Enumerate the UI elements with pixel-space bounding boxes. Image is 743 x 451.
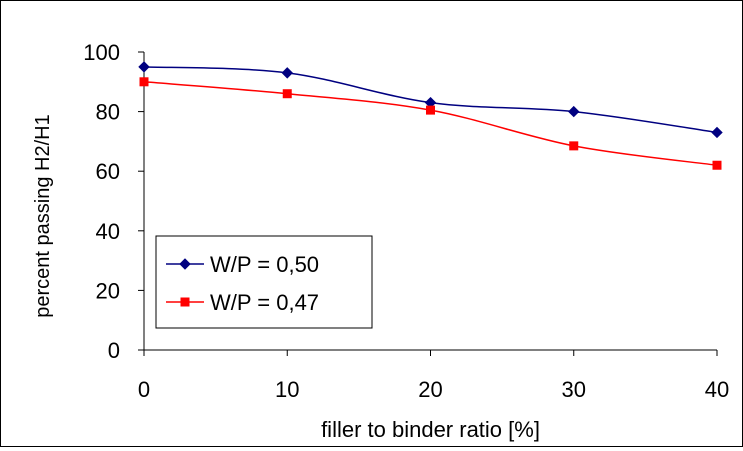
legend-box bbox=[155, 235, 373, 329]
diamond-marker bbox=[179, 258, 191, 270]
diamond-marker bbox=[568, 105, 580, 118]
legend: W/P = 0,50 W/P = 0,47 bbox=[155, 235, 373, 329]
y-tick-label: 40 bbox=[96, 219, 120, 244]
square-marker bbox=[426, 105, 435, 115]
diamond-marker bbox=[138, 61, 150, 73]
square-marker bbox=[712, 160, 722, 170]
x-tick-label: 0 bbox=[138, 377, 150, 402]
y-tick-label: 20 bbox=[96, 278, 120, 303]
y-tick-label: 100 bbox=[83, 40, 120, 65]
x-axis-label: filler to binder ratio [%] bbox=[321, 417, 540, 442]
square-marker bbox=[569, 141, 579, 151]
series-1 bbox=[138, 61, 723, 139]
square-marker bbox=[282, 89, 292, 99]
x-tick-label: 30 bbox=[562, 377, 586, 402]
diamond-marker bbox=[281, 67, 293, 79]
y-axis-label: percent passing H2/H1 bbox=[32, 114, 54, 317]
y-tick-label: 80 bbox=[96, 100, 120, 125]
legend-label: W/P = 0,47 bbox=[210, 290, 319, 315]
y-tick-label: 60 bbox=[96, 159, 120, 184]
x-tick-label: 20 bbox=[418, 377, 442, 402]
y-tick-label: 0 bbox=[108, 338, 120, 363]
series-2 bbox=[139, 77, 722, 170]
legend-label: W/P = 0,50 bbox=[210, 252, 319, 277]
square-marker bbox=[139, 77, 149, 87]
x-tick-label: 10 bbox=[275, 377, 299, 402]
x-tick-label: 40 bbox=[705, 377, 729, 402]
diamond-marker bbox=[711, 126, 723, 139]
series-line bbox=[143, 81, 718, 166]
square-marker bbox=[180, 297, 190, 307]
